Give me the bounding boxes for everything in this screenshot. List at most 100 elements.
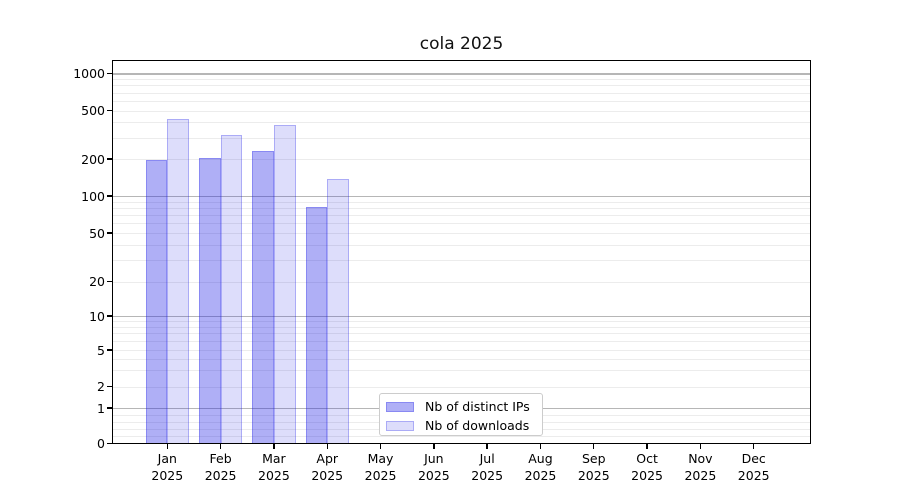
gridline-minor — [112, 436, 811, 438]
gridline-minor — [112, 223, 811, 225]
y-tick — [106, 349, 112, 351]
gridline-minor — [112, 260, 811, 262]
gridline-minor — [112, 159, 811, 160]
y-tick-label: 0 — [97, 436, 105, 451]
gridline-minor — [112, 92, 811, 94]
x-tick-label: Mar 2025 — [243, 450, 305, 484]
gridline-minor — [112, 100, 811, 102]
y-tick — [106, 110, 112, 112]
y-tick — [106, 195, 112, 197]
gridline-minor — [112, 370, 811, 372]
bar-downloads-mar — [273, 125, 296, 444]
gridline-minor — [112, 333, 811, 335]
y-tick-label: 10 — [89, 308, 105, 324]
y-tick-label: 500 — [81, 103, 105, 119]
y-tick — [106, 442, 112, 445]
gridline-minor — [112, 122, 811, 124]
y-tick — [106, 407, 112, 409]
month-label: Jun — [424, 451, 444, 466]
legend-item-distinct-ips: Nb of distinct IPs — [386, 398, 542, 415]
bar-downloads-jan — [167, 118, 189, 444]
y-tick-label: 20 — [89, 274, 105, 289]
gridline-minor — [112, 326, 811, 328]
x-tick-label: Jul 2025 — [456, 450, 518, 484]
y-tick — [106, 280, 112, 283]
year-label: 2025 — [258, 468, 290, 483]
year-label: 2025 — [684, 468, 717, 483]
year-label: 2025 — [204, 468, 237, 483]
gridline-minor — [112, 79, 811, 81]
x-tick-label: Jan 2025 — [136, 450, 198, 484]
x-tick-label: Nov 2025 — [669, 450, 731, 484]
gridline-minor — [112, 321, 811, 323]
gridline-minor — [112, 281, 811, 283]
chart-title: cola 2025 — [419, 34, 504, 54]
y-tick — [106, 315, 112, 317]
month-label: Jul — [479, 451, 495, 466]
x-tick-label: Dec 2025 — [723, 450, 785, 484]
legend-label-distinct-ips: Nb of distinct IPs — [425, 398, 530, 414]
gridline-minor — [112, 233, 811, 234]
gridline-major — [112, 195, 811, 198]
gridline-minor — [112, 244, 811, 246]
gridline-major — [112, 315, 811, 318]
year-label: 2025 — [311, 468, 344, 483]
year-label: 2025 — [417, 468, 450, 483]
x-tick — [433, 444, 435, 449]
bar-distinct-ips-jan — [145, 159, 168, 444]
x-tick-label: Aug 2025 — [509, 450, 571, 484]
x-tick — [753, 444, 755, 449]
month-label: Apr — [316, 451, 339, 466]
year-label: 2025 — [737, 468, 770, 483]
gridline-minor — [112, 386, 811, 388]
gridline-minor — [112, 341, 811, 343]
legend: Nb of distinct IPs Nb of downloads — [379, 393, 543, 436]
month-label: Dec — [741, 451, 766, 466]
y-tick — [106, 232, 112, 234]
x-tick-label: Jun 2025 — [403, 450, 465, 484]
x-tick — [646, 444, 648, 449]
x-tick — [326, 444, 328, 449]
month-label: May — [367, 451, 394, 466]
x-tick — [486, 444, 488, 449]
x-tick — [539, 444, 542, 449]
gridline-major — [112, 73, 811, 75]
y-tick-label: 1 — [97, 400, 105, 416]
gridline-minor — [112, 215, 811, 217]
legend-item-downloads: Nb of downloads — [386, 417, 542, 434]
bar-downloads-apr — [327, 179, 349, 444]
year-label: 2025 — [151, 468, 184, 483]
y-tick-label: 1000 — [73, 66, 105, 81]
gridline-minor — [112, 350, 811, 351]
y-tick — [106, 158, 112, 160]
x-tick — [219, 444, 222, 449]
bar-downloads-feb — [220, 135, 243, 444]
month-label: Jan — [157, 451, 177, 466]
legend-swatch-distinct-ips — [386, 401, 414, 412]
year-label: 2025 — [631, 468, 663, 483]
x-tick — [166, 444, 168, 449]
y-tick — [106, 72, 112, 75]
y-tick — [106, 385, 112, 388]
gridline-minor — [112, 110, 811, 112]
legend-swatch-downloads — [386, 420, 414, 431]
bar-distinct-ips-mar — [252, 151, 274, 444]
legend-label-downloads: Nb of downloads — [425, 417, 530, 433]
plot-area — [112, 60, 811, 445]
y-tick-label: 50 — [89, 225, 105, 241]
month-label: Nov — [688, 451, 713, 466]
y-tick-label: 2 — [97, 379, 105, 394]
bar-distinct-ips-apr — [305, 206, 328, 444]
x-tick — [273, 444, 275, 449]
year-label: 2025 — [364, 468, 397, 483]
year-label: 2025 — [471, 468, 504, 483]
y-tick-label: 100 — [81, 188, 105, 204]
x-tick — [699, 444, 702, 449]
x-tick-label: May 2025 — [350, 450, 412, 484]
y-tick-label: 200 — [81, 151, 105, 167]
bar-distinct-ips-feb — [198, 158, 221, 444]
month-label: Feb — [209, 451, 232, 466]
x-tick-label: Feb 2025 — [190, 450, 252, 484]
month-label: Mar — [262, 451, 286, 466]
